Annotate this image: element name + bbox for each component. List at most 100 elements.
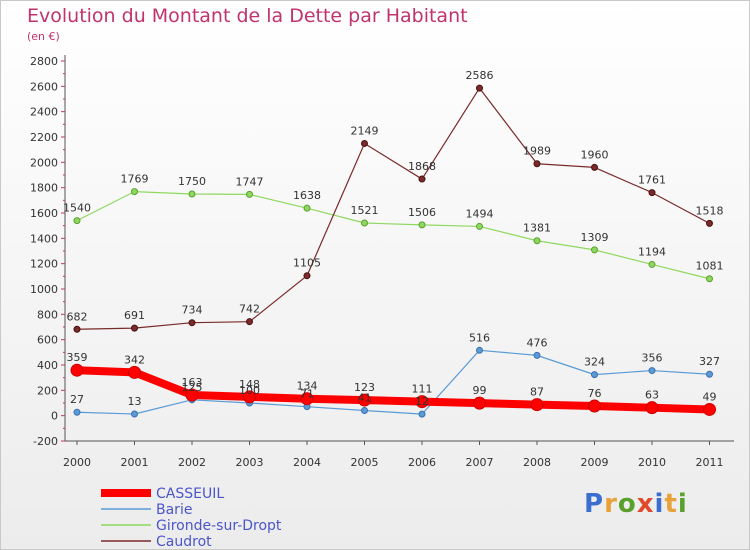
data-point: [591, 163, 598, 171]
data-point: [533, 160, 541, 168]
data-label: 342: [124, 353, 145, 366]
data-point: [361, 139, 368, 147]
data-label: 76: [588, 387, 602, 400]
data-label: 148: [239, 378, 260, 391]
data-point: [703, 402, 716, 416]
y-tick-label: 1800: [30, 182, 58, 195]
data-label: 1521: [351, 204, 379, 217]
series-line: [76, 87, 711, 330]
y-tick-label: 2000: [30, 156, 58, 169]
x-tick-label: 2000: [63, 456, 91, 469]
chart-unit: (en €): [27, 30, 60, 43]
x-tick-label: 2005: [351, 456, 379, 469]
data-point: [648, 189, 656, 197]
data-point: [648, 260, 656, 268]
data-point: [131, 188, 138, 196]
y-tick-label: 400: [37, 359, 58, 372]
y-tick-label: -200: [33, 435, 58, 448]
y-tick-label: 200: [37, 384, 58, 397]
data-label: 1518: [696, 204, 724, 217]
data-label: 134: [297, 380, 318, 393]
data-point: [70, 363, 84, 377]
chart-title: Evolution du Montant de la Dette par Hab…: [27, 5, 468, 27]
data-label: 100: [239, 384, 260, 397]
data-label: 1081: [696, 260, 724, 273]
data-label: 2149: [351, 124, 379, 137]
data-label: 125: [182, 381, 203, 394]
data-point: [188, 190, 196, 198]
data-point: [706, 275, 713, 283]
data-point: [591, 246, 598, 254]
data-point: [476, 346, 483, 354]
data-label: 682: [67, 310, 88, 323]
x-tick-label: 2007: [466, 456, 494, 469]
data-label: 1381: [523, 222, 551, 235]
x-tick-label: 2008: [523, 456, 551, 469]
data-point: [476, 222, 483, 230]
x-tick-label: 2009: [581, 456, 609, 469]
x-tick-label: 2006: [408, 456, 436, 469]
y-tick-label: 0: [51, 410, 58, 423]
data-point: [73, 408, 81, 416]
data-label: 327: [699, 355, 720, 368]
y-tick-label: 2800: [30, 55, 58, 68]
data-point: [361, 219, 368, 227]
data-point: [73, 325, 81, 333]
x-tick-label: 2001: [121, 456, 149, 469]
data-label: 63: [645, 389, 659, 402]
data-labels: 359 342 163 148 134 123 111 99 87 76 63 49 27 13 125 10…: [63, 69, 724, 408]
data-label: 1638: [293, 189, 321, 202]
legend-label: Barie: [156, 502, 192, 518]
y-tick-label: 2600: [30, 80, 58, 93]
data-point: [128, 365, 141, 379]
legend-label: CASSEUIL: [156, 486, 224, 502]
data-label: 87: [530, 386, 544, 399]
data-label: 111: [412, 383, 433, 396]
data-point: [188, 319, 196, 327]
data-point: [645, 401, 659, 415]
y-tick-label: 1200: [30, 258, 58, 271]
data-point: [131, 410, 138, 418]
data-label: 1750: [178, 175, 206, 188]
data-label: 41: [358, 391, 372, 404]
data-label: 12: [415, 395, 429, 408]
data-point: [300, 392, 314, 406]
data-point: [246, 190, 253, 198]
data-point: [131, 324, 138, 332]
data-point: [415, 395, 429, 409]
data-label: 71: [300, 388, 314, 401]
series-line: [76, 190, 711, 280]
data-point: [706, 370, 713, 378]
data-point: [588, 399, 601, 413]
data-label: 27: [70, 393, 84, 406]
series-line: [73, 366, 714, 414]
data-label: 1989: [523, 145, 551, 158]
y-tick-label: 1400: [30, 232, 58, 245]
y-tick-label: 600: [37, 334, 58, 347]
legend-label: Caudrot: [156, 534, 212, 549]
data-point: [476, 84, 483, 92]
data-point: [185, 388, 199, 402]
series-lines: [73, 87, 714, 415]
y-tick-label: 800: [37, 308, 58, 321]
data-label: 1540: [63, 202, 91, 215]
data-label: 516: [469, 331, 490, 344]
x-tick-label: 2002: [178, 456, 206, 469]
y-tick-label: 1600: [30, 207, 58, 220]
data-point: [706, 219, 713, 227]
data-point: [418, 175, 426, 183]
data-label: 359: [67, 351, 88, 364]
x-tick-label: 2010: [638, 456, 666, 469]
data-point: [418, 221, 426, 229]
data-point: [591, 371, 598, 379]
data-label: 1309: [581, 231, 609, 244]
data-label: 1747: [236, 175, 264, 188]
data-label: 1769: [121, 173, 149, 186]
proxiti-logo: Proxiti: [584, 489, 688, 519]
data-point: [73, 217, 81, 225]
data-point: [303, 272, 311, 280]
data-point: [648, 367, 656, 375]
legend-label: Gironde-sur-Dropt: [156, 518, 282, 534]
